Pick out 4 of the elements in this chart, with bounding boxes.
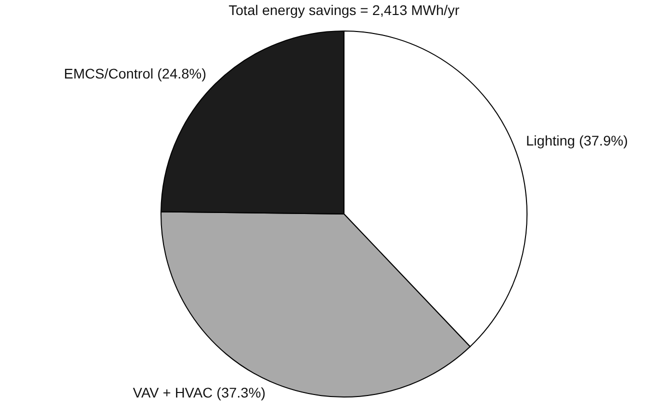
slice-label: Lighting (37.9%): [526, 132, 628, 148]
slice-label: VAV + HVAC (37.3%): [132, 384, 266, 401]
chart-title: Total energy savings = 2,413 MWh/yr: [228, 2, 460, 18]
slice-label: EMCS/Control (24.8%): [64, 66, 206, 82]
